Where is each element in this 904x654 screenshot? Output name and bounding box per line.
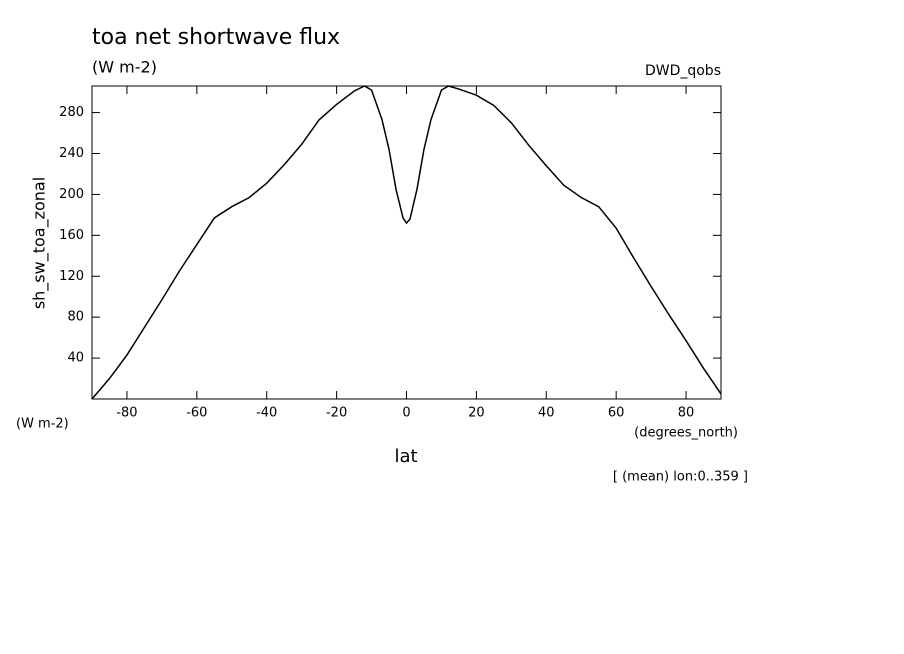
annotation: [ (mean) lon:0..359 ] [613, 470, 748, 485]
x-tick-label: 40 [538, 406, 555, 421]
chart-subtitle: (W m-2) [92, 58, 157, 77]
x-tick-label: -40 [256, 406, 277, 421]
y-tick-label: 280 [59, 105, 84, 120]
x-tick-label: 0 [402, 406, 410, 421]
y-tick-label: 80 [67, 310, 84, 325]
x-tick-label: 20 [468, 406, 485, 421]
plot-frame [91, 85, 722, 400]
y-tick-label: 160 [59, 228, 84, 243]
x-tick-label: 60 [608, 406, 625, 421]
y-tick-label: 40 [67, 351, 84, 366]
y-units: (W m-2) [16, 417, 69, 432]
chart-title: toa net shortwave flux [92, 25, 340, 50]
dataset-label: DWD_qobs [645, 63, 721, 79]
x-tick-label: -80 [116, 406, 137, 421]
x-tick-label: -60 [186, 406, 207, 421]
x-axis-label: lat [394, 446, 417, 467]
y-tick-label: 240 [59, 146, 84, 161]
data-line [91, 85, 722, 400]
y-tick-label: 120 [59, 269, 84, 284]
y-axis-label: sh_sw_toa_zonal [30, 177, 50, 309]
x-units: (degrees_north) [634, 426, 738, 441]
x-tick-label: 80 [678, 406, 695, 421]
y-tick-label: 200 [59, 187, 84, 202]
x-tick-label: -20 [326, 406, 347, 421]
